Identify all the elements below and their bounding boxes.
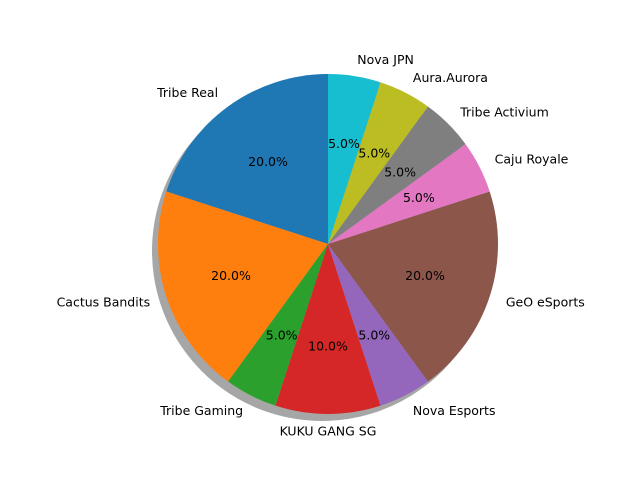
pie-pct-label-tribe-gaming: 5.0% <box>266 327 298 342</box>
pie-category-label-tribe-activium: Tribe Activium <box>459 104 549 119</box>
pie-pct-label-caju-royale: 5.0% <box>403 190 435 205</box>
pie-slices <box>158 74 498 414</box>
pie-category-label-cactus-bandits: Cactus Bandits <box>57 294 151 309</box>
pie-slice-nova-jpn <box>328 74 381 244</box>
pie-category-label-nova-esports: Nova Esports <box>413 403 496 418</box>
pie-pct-label-tribe-activium: 5.0% <box>384 164 416 179</box>
pie-slice-cactus-bandits <box>158 191 328 382</box>
pie-category-label-kuku-gang-sg: KUKU GANG SG <box>280 424 377 439</box>
pie-category-label-nova-jpn: Nova JPN <box>357 52 414 67</box>
pie-category-label-tribe-gaming: Tribe Gaming <box>159 403 243 418</box>
pie-labels: 20.0% Tribe Real 20.0% Cactus Bandits 5.0% Tr… <box>57 52 585 439</box>
pie-category-label-aura-aurora: Aura.Aurora <box>413 70 488 85</box>
pie-pct-label-cactus-bandits: 20.0% <box>211 268 251 283</box>
pie-category-label-caju-royale: Caju Royale <box>495 152 569 167</box>
pie-slice-nova-esports <box>328 244 428 406</box>
pie-pct-label-geo-esports: 20.0% <box>405 268 445 283</box>
pie-pct-label-tribe-real: 20.0% <box>248 154 288 169</box>
pie-pct-label-nova-esports: 5.0% <box>358 327 390 342</box>
pie-slice-geo-esports <box>328 191 498 382</box>
pie-slice-caju-royale <box>328 144 490 244</box>
pie-slice-tribe-gaming <box>228 244 328 406</box>
pie-slice-kuku-gang-sg <box>275 244 381 414</box>
pie-pct-label-nova-jpn: 5.0% <box>328 136 360 151</box>
pie-slice-aura-aurora <box>328 82 428 244</box>
pie-pct-label-aura-aurora: 5.0% <box>358 146 390 161</box>
pie-slice-tribe-real <box>166 74 328 244</box>
pie-pct-label-kuku-gang-sg: 10.0% <box>308 339 348 354</box>
pie-category-label-tribe-real: Tribe Real <box>156 85 218 100</box>
pie-slice-tribe-activium <box>328 106 466 245</box>
pie-category-label-geo-esports: GeO eSports <box>506 294 585 309</box>
